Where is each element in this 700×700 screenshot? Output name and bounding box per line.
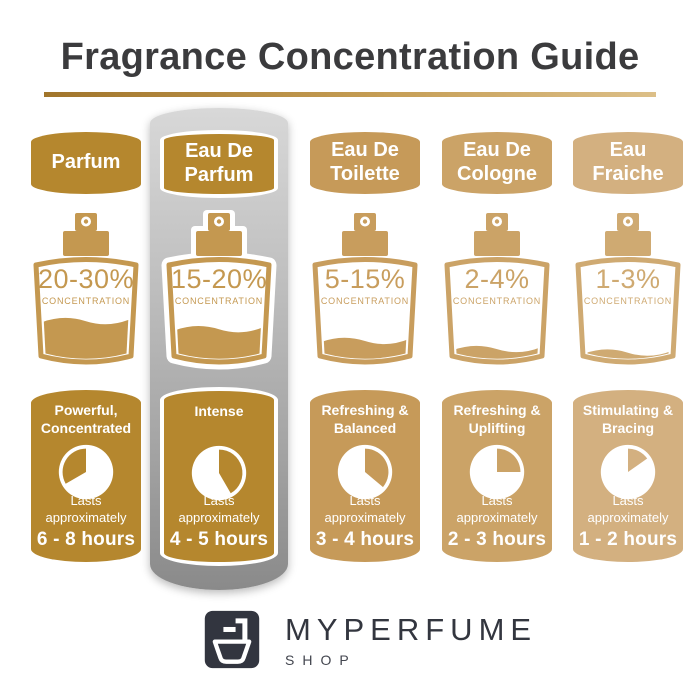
concentration-value: 5-15% [324,264,406,294]
title-underline [44,92,656,97]
concentration-block: 1-3% CONCENTRATION [568,264,688,307]
concentration-value: 20-30% [37,264,135,294]
duration-value: 6 - 8 hours [36,529,136,550]
perfume-bottle-icon: 1-3% CONCENTRATION [568,210,688,370]
brand-subtitle: SHOP [285,651,357,668]
info-card: Powerful, Concentrated Lasts approximate… [31,390,141,562]
bottle-shape [26,210,146,375]
lasts-label: Lasts approximately [178,493,260,526]
brand-name: MYPERFUME [285,611,538,647]
duration-value: 3 - 4 hours [315,529,415,550]
category-label: Eau De Toilette [330,139,400,185]
page-title: Fragrance Concentration Guide [60,36,640,78]
category-banner: Eau De Toilette [310,132,420,194]
concentration-block: 5-15% CONCENTRATION [305,264,425,307]
concentration-label: CONCENTRATION [583,296,673,306]
bottle-shape [159,210,279,375]
concentration-value: 15-20% [170,264,268,294]
category-label: Eau De Parfum [184,140,254,186]
category-banner: Eau De Cologne [442,132,552,194]
concentration-block: 2-4% CONCENTRATION [437,264,557,307]
bottle-shape [305,210,425,375]
trait-label: Refreshing & Uplifting [453,402,541,436]
info-card: Refreshing & Uplifting Lasts approximate… [442,390,552,562]
bottle-shape [568,210,688,375]
info-card: Refreshing & Balanced Lasts approximatel… [310,390,420,562]
perfume-bottle-icon: 15-20% CONCENTRATION [159,210,279,370]
clock-pie-icon [442,442,552,502]
lasts-label: Lasts approximately [324,493,406,526]
concentration-label: CONCENTRATION [320,296,410,306]
info-card: Intense Lasts approximately 4 - 5 hours [160,387,278,566]
clock-pie-icon [310,442,420,502]
category-banner: Parfum [31,132,141,194]
concentration-value: 2-4% [464,264,530,294]
concentration-label: CONCENTRATION [452,296,542,306]
trait-label: Intense [194,403,244,419]
concentration-block: 20-30% CONCENTRATION [26,264,146,307]
lasts-label: Lasts approximately [456,493,538,526]
category-banner: Eau De Parfum [160,130,278,198]
duration-value: 2 - 3 hours [447,529,547,550]
category-label: Eau De Cologne [457,139,537,185]
brand-logo: MYPERFUME SHOP [203,608,537,671]
concentration-value: 1-3% [595,264,661,294]
duration-value: 4 - 5 hours [169,529,269,550]
clock-pie-icon [164,443,274,503]
lasts-label: Lasts approximately [587,493,669,526]
category-label: Parfum [51,151,121,174]
category-banner: Eau Fraiche [573,132,683,194]
perfume-bottle-icon: 5-15% CONCENTRATION [305,210,425,370]
concentration-block: 15-20% CONCENTRATION [159,264,279,307]
trait-label: Refreshing & Balanced [321,402,409,436]
concentration-label: CONCENTRATION [174,296,264,306]
trait-label: Powerful, Concentrated [40,402,132,436]
perfume-shop-logo-icon [204,610,260,669]
perfume-bottle-icon: 20-30% CONCENTRATION [26,210,146,370]
trait-label: Stimulating & Bracing [582,402,674,436]
bottle-shape [437,210,557,375]
clock-pie-icon [573,442,683,502]
duration-value: 1 - 2 hours [578,529,678,550]
lasts-label: Lasts approximately [45,493,127,526]
category-label: Eau Fraiche [592,139,664,185]
clock-pie-icon [31,442,141,502]
info-card: Stimulating & Bracing Lasts approximatel… [573,390,683,562]
perfume-bottle-icon: 2-4% CONCENTRATION [437,210,557,370]
concentration-label: CONCENTRATION [41,296,131,306]
